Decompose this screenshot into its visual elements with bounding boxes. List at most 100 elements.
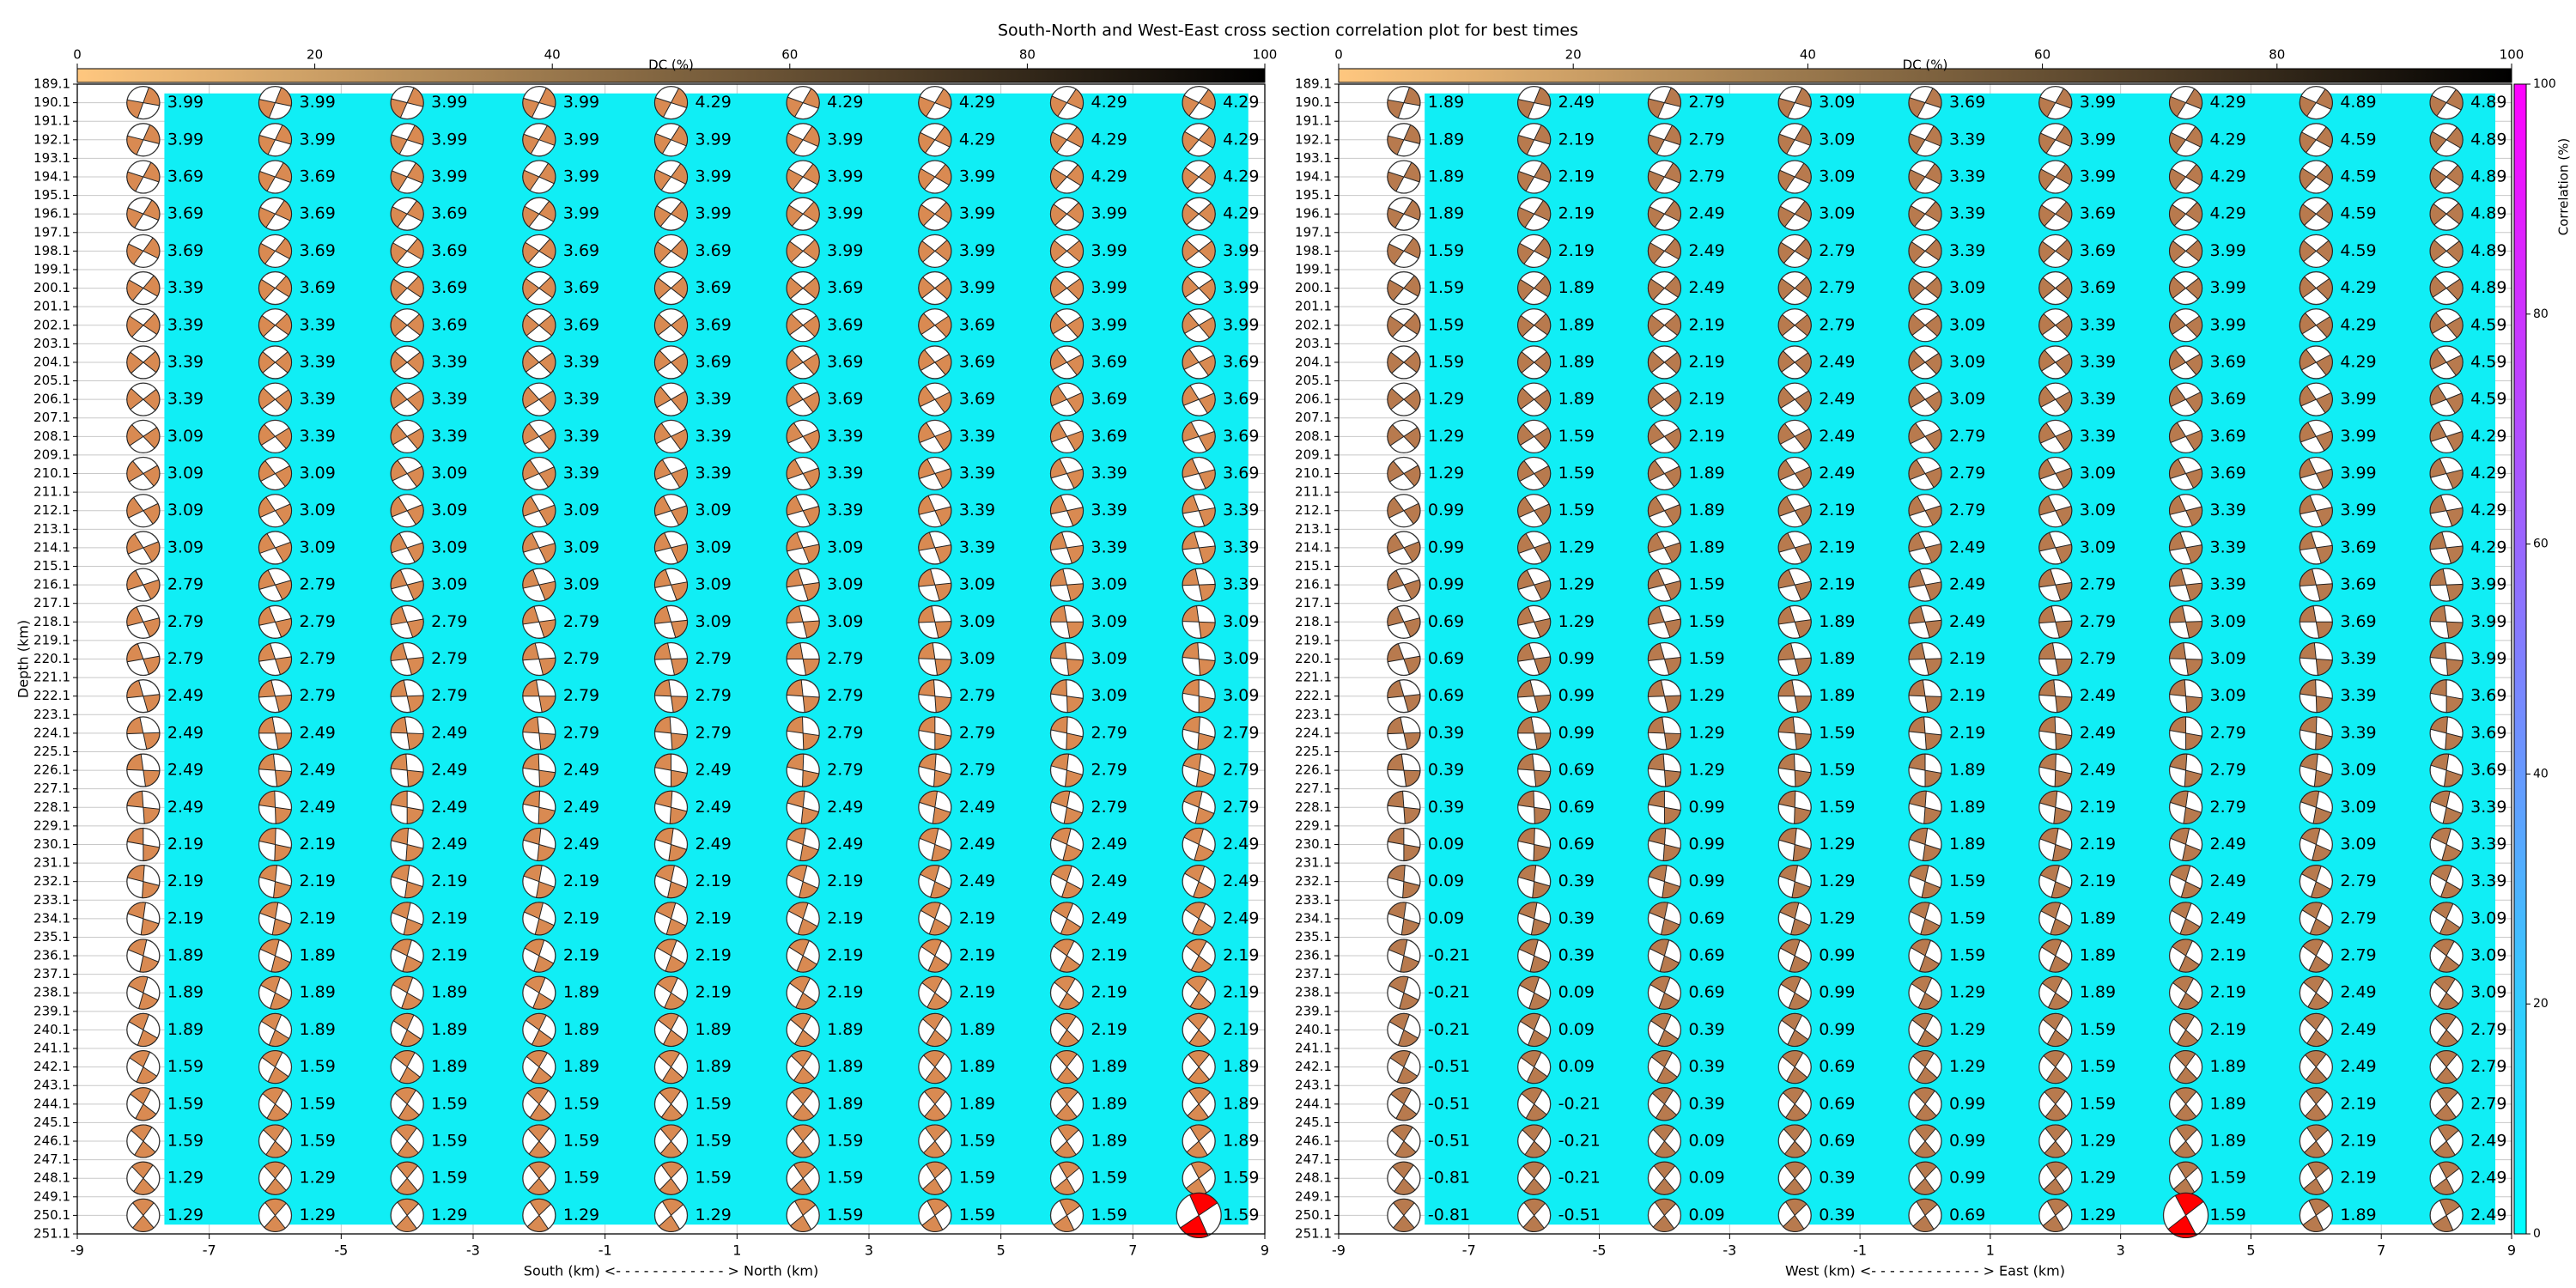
time-label: 1.89 — [1428, 204, 1464, 223]
beachball-quadrant — [654, 827, 674, 846]
beachball-quadrant — [1794, 162, 1812, 185]
beachball-quadrant — [522, 133, 540, 155]
beachball — [1777, 790, 1812, 824]
time-label: 1.59 — [2080, 1057, 2116, 1076]
beachball-quadrant — [918, 349, 936, 372]
beachball-quadrant — [1182, 203, 1200, 226]
beachball-quadrant — [934, 392, 952, 414]
beachball-quadrant — [669, 806, 688, 824]
dc-colorbar-tick-label: 20 — [307, 47, 323, 63]
beachball-quadrant — [1659, 955, 1680, 973]
beachball-quadrant — [654, 422, 672, 445]
beachball-quadrant — [2445, 583, 2464, 602]
beachball — [522, 85, 556, 120]
beachball-quadrant — [1517, 99, 1535, 118]
beachball — [1908, 234, 1942, 269]
time-label: 2.79 — [2210, 798, 2246, 817]
beachball-quadrant — [1789, 955, 1810, 973]
beachball-quadrant — [786, 679, 804, 697]
time-label: 4.89 — [2470, 93, 2506, 112]
beachball-quadrant — [1794, 504, 1812, 526]
beachball — [1908, 197, 1942, 231]
beachball-quadrant — [1517, 459, 1535, 483]
beachball-quadrant — [1198, 621, 1216, 639]
time-label: 4.89 — [2470, 130, 2506, 149]
beachball-quadrant — [1794, 390, 1812, 412]
beachball-quadrant — [1403, 275, 1421, 297]
beachball — [1517, 641, 1552, 677]
beachball — [1908, 1198, 1942, 1233]
time-label: 2.49 — [1558, 93, 1595, 112]
beachball-quadrant — [1403, 806, 1421, 824]
beachball-quadrant — [1186, 1140, 1208, 1158]
beachball-quadrant — [131, 1214, 155, 1232]
beachball-quadrant — [2169, 204, 2187, 227]
time-label: 3.09 — [959, 649, 995, 668]
time-label: 3.39 — [1091, 538, 1127, 556]
time-label: 2.49 — [1223, 872, 1259, 890]
beachball — [1517, 123, 1552, 157]
beachball-quadrant — [1387, 716, 1405, 735]
beachball — [2168, 160, 2203, 194]
beachball-quadrant — [2437, 992, 2459, 1010]
beachball-quadrant — [788, 939, 810, 957]
time-label: 1.29 — [2080, 1206, 2116, 1224]
beachball-quadrant — [2054, 769, 2072, 787]
beachball-quadrant — [258, 134, 276, 155]
beachball-quadrant — [1182, 568, 1200, 586]
time-label: 3.99 — [959, 241, 995, 260]
beachball-quadrant — [2307, 1161, 2330, 1179]
beachball — [2168, 568, 2203, 602]
beachball-quadrant — [660, 1103, 683, 1121]
x-tick-label: -7 — [1462, 1242, 1476, 1259]
beachball — [918, 308, 952, 343]
beachball-quadrant — [1198, 88, 1216, 111]
beachball — [1387, 419, 1421, 453]
beachball-quadrant — [2055, 696, 2073, 714]
time-label: 2.19 — [959, 983, 995, 1002]
time-label: 2.49 — [2080, 761, 2116, 780]
beachball — [1777, 865, 1812, 899]
beachball-quadrant — [2445, 430, 2464, 452]
y-tick-label: 218.1 — [1295, 614, 1332, 629]
beachball-quadrant — [2303, 1177, 2325, 1195]
beachball-quadrant — [259, 939, 280, 957]
y-tick-label: 223.1 — [33, 707, 70, 722]
y-tick-label: 217.1 — [1295, 595, 1332, 611]
beachball — [258, 1012, 293, 1048]
time-label: 3.99 — [959, 278, 995, 297]
time-label: 2.19 — [2340, 1169, 2376, 1188]
time-label: 1.29 — [1688, 723, 1724, 742]
beachball — [2429, 419, 2464, 453]
time-label: 3.39 — [1223, 501, 1259, 519]
beachball — [2299, 1198, 2333, 1233]
time-label: 0.99 — [1949, 1132, 1985, 1151]
beachball-quadrant — [529, 1198, 552, 1217]
beachball-quadrant — [274, 806, 292, 824]
time-label: 2.49 — [2080, 686, 2116, 705]
beachball-quadrant — [1050, 532, 1068, 551]
beachball-quadrant — [791, 1140, 814, 1158]
beachball — [522, 641, 556, 677]
time-label: 3.39 — [2340, 649, 2376, 668]
beachball — [786, 345, 820, 380]
correlation-colorbar-label: Correlation (%) — [2556, 138, 2572, 235]
beachball — [1647, 790, 1682, 824]
time-label: 2.19 — [431, 872, 467, 890]
beachball-quadrant — [274, 275, 292, 298]
beachball — [522, 716, 556, 750]
time-label: 4.29 — [2340, 278, 2376, 297]
beachball — [390, 345, 424, 380]
beachball-quadrant — [1908, 716, 1926, 734]
correlation-colorbar-tick-label: 100 — [2533, 77, 2556, 91]
beachball — [918, 456, 952, 491]
y-tick-label: 219.1 — [1295, 632, 1332, 647]
beachball-quadrant — [258, 206, 276, 228]
beachball-quadrant — [1066, 88, 1084, 110]
time-label: 3.09 — [2470, 946, 2506, 965]
beachball-quadrant — [2445, 621, 2464, 639]
time-label: 3.69 — [696, 352, 732, 371]
beachball-quadrant — [670, 314, 688, 337]
beachball-quadrant — [2300, 790, 2320, 808]
beachball — [918, 1124, 952, 1158]
